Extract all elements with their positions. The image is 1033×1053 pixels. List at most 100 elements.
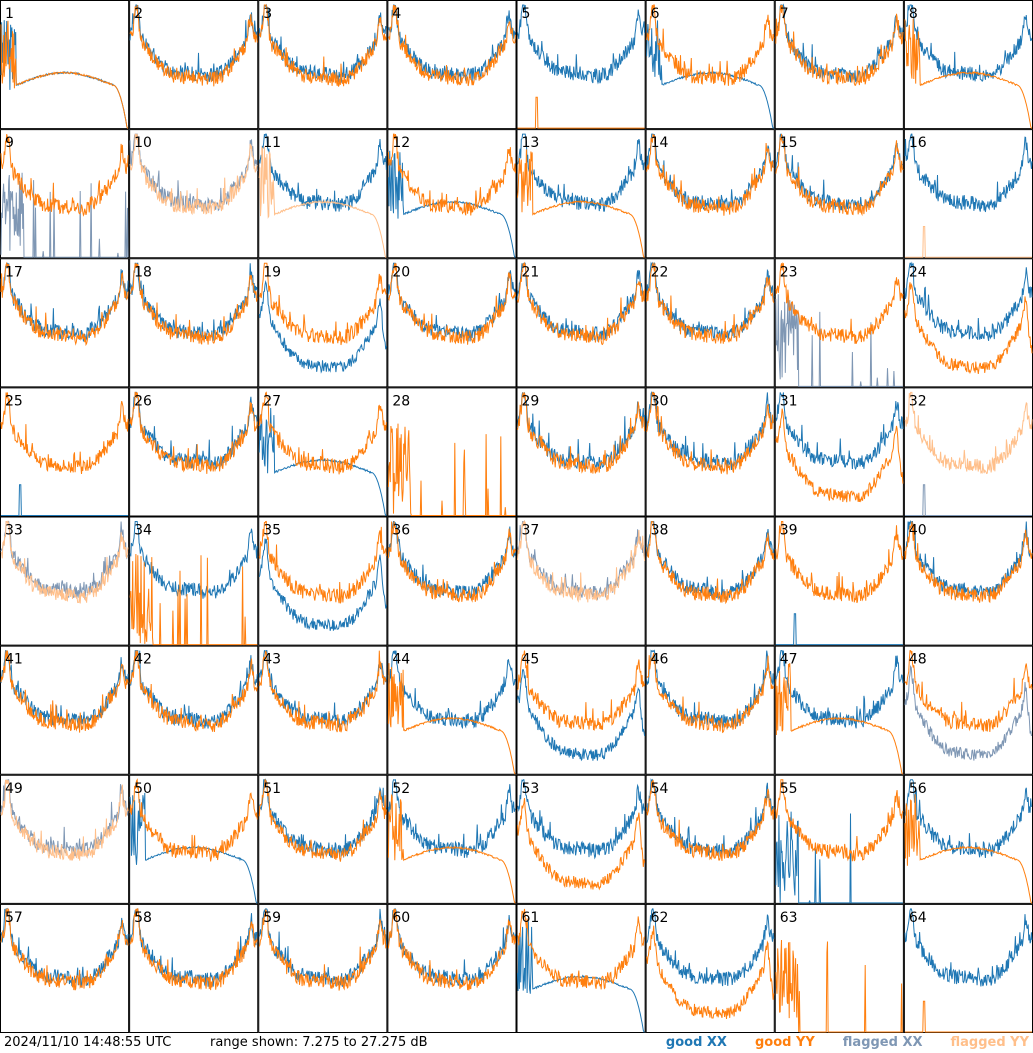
panel-frame: [903, 774, 1033, 904]
series-yy: [258, 391, 387, 475]
panel-label: 31: [780, 393, 798, 409]
panel-label: 14: [651, 135, 669, 151]
series-xx: [904, 484, 1032, 516]
panel-7: 7: [774, 0, 904, 130]
panel-31: 31: [774, 387, 904, 517]
series-yy: [387, 423, 516, 516]
panel-64: 64: [903, 903, 1033, 1033]
panel-label: 54: [651, 781, 669, 797]
panel-label: 32: [909, 393, 927, 409]
series-yy: [517, 391, 646, 474]
series-yy: [129, 263, 258, 345]
series-xx: [387, 650, 516, 730]
series-yy: [387, 133, 516, 216]
panel-57: 57: [0, 903, 130, 1033]
panel-frame: [129, 258, 259, 388]
panel-label: 47: [780, 652, 798, 668]
series-xx: [258, 538, 387, 631]
panel-label: 56: [909, 781, 927, 797]
panel-50: 50: [129, 774, 259, 904]
series-xx: [517, 519, 646, 601]
panel-label: 27: [263, 393, 281, 409]
series-yy: [129, 4, 258, 87]
panel-label: 64: [909, 910, 927, 926]
panel-label: 23: [780, 264, 798, 280]
panel-20: 20: [387, 258, 517, 388]
panel-15: 15: [774, 129, 904, 259]
series-xx: [0, 908, 129, 988]
series-xx: [1, 484, 129, 516]
panel-frame: [903, 903, 1033, 1033]
panel-label: 41: [5, 652, 23, 668]
series-yy: [646, 520, 775, 605]
panel-frame: [645, 516, 775, 646]
series-yy: [517, 798, 646, 891]
panel-label: 9: [5, 135, 14, 151]
panel-6: 6: [645, 0, 775, 130]
panel-28: 28: [387, 387, 517, 517]
panel-label: 37: [522, 523, 540, 539]
panel-22: 22: [645, 258, 775, 388]
panel-3: 3: [258, 0, 388, 130]
legend-good-yy: good YY: [754, 1035, 815, 1050]
panel-56: 56: [903, 774, 1033, 904]
panel-16: 16: [903, 129, 1033, 259]
legend-flagged-xx: flagged XX: [842, 1035, 923, 1050]
panel-5: 5: [516, 0, 646, 130]
series-yy: [129, 391, 258, 474]
panel-frame: [387, 516, 517, 646]
panel-label: 35: [263, 523, 281, 539]
panel-35: 35: [258, 516, 388, 646]
legend-flagged-yy: flagged YY: [950, 1035, 1030, 1050]
legend-good-xx: good XX: [665, 1035, 727, 1050]
panel-label: 49: [5, 781, 23, 797]
series-yy: [904, 794, 1032, 904]
series-yy: [904, 1000, 1032, 1033]
panel-58: 58: [129, 903, 259, 1033]
series-yy: [0, 133, 129, 217]
series-yy: [775, 4, 904, 86]
series-yy: [387, 794, 516, 904]
series-xx: [258, 279, 387, 374]
panel-53: 53: [516, 774, 646, 904]
panel-label: 42: [134, 652, 152, 668]
series-yy: [129, 553, 258, 646]
panel-frame: [516, 129, 646, 259]
series-xx: [904, 4, 1033, 82]
panel-frame: [129, 0, 259, 130]
panel-frame: [903, 0, 1033, 130]
series-yy: [517, 520, 646, 603]
panel-38: 38: [645, 516, 775, 646]
panel-frame: [645, 903, 775, 1033]
panel-label: 40: [909, 523, 927, 539]
series-xx: [517, 921, 645, 1033]
panel-label: 25: [5, 393, 23, 409]
series-yy: [517, 96, 645, 129]
series-yy: [387, 908, 516, 991]
panel-frame: [516, 0, 646, 130]
series-yy: [129, 133, 258, 216]
panel-46: 46: [645, 645, 775, 775]
panel-frame: [258, 645, 388, 775]
panel-label: 18: [134, 264, 152, 280]
series-yy: [258, 145, 387, 258]
panel-frame: [645, 0, 775, 130]
panel-44: 44: [387, 645, 517, 775]
series-yy: [517, 908, 646, 990]
panel-frame: [387, 645, 517, 775]
series-xx: [904, 261, 1033, 341]
panel-41: 41: [0, 645, 130, 775]
panel-label: 6: [651, 6, 660, 22]
panel-frame: [516, 903, 646, 1033]
panel-frame: [0, 0, 130, 130]
panel-label: 3: [263, 6, 272, 22]
panel-label: 50: [134, 781, 152, 797]
panel-11: 11: [258, 129, 388, 259]
series-yy: [0, 20, 129, 129]
panel-frame: [387, 0, 517, 130]
series-yy: [258, 909, 387, 991]
series-yy: [646, 925, 775, 1020]
footer: 2024/11/10 14:48:55 UTC range shown: 7.2…: [0, 1033, 1033, 1053]
panel-frame: [903, 516, 1033, 646]
